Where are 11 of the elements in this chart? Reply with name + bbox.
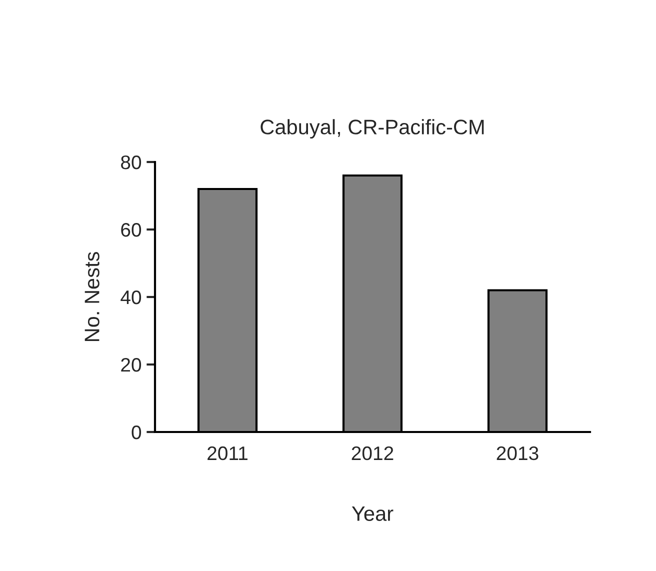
- y-tick-label: 0: [132, 425, 142, 440]
- x-tick-label: 2012: [352, 446, 394, 460]
- y-tick-label: 80: [121, 155, 142, 170]
- y-tick-label: 60: [121, 222, 142, 237]
- x-tick-label: 2011: [208, 446, 248, 460]
- y-axis-title: No. Nests: [84, 252, 100, 342]
- y-tick-label: 40: [120, 290, 142, 304]
- y-tick-label: 20: [121, 358, 142, 372]
- chart-title: Cabuyal, CR-Pacific-CM: [260, 119, 484, 139]
- x-axis-title: Year: [352, 506, 394, 521]
- x-tick-label: 2013: [496, 446, 538, 460]
